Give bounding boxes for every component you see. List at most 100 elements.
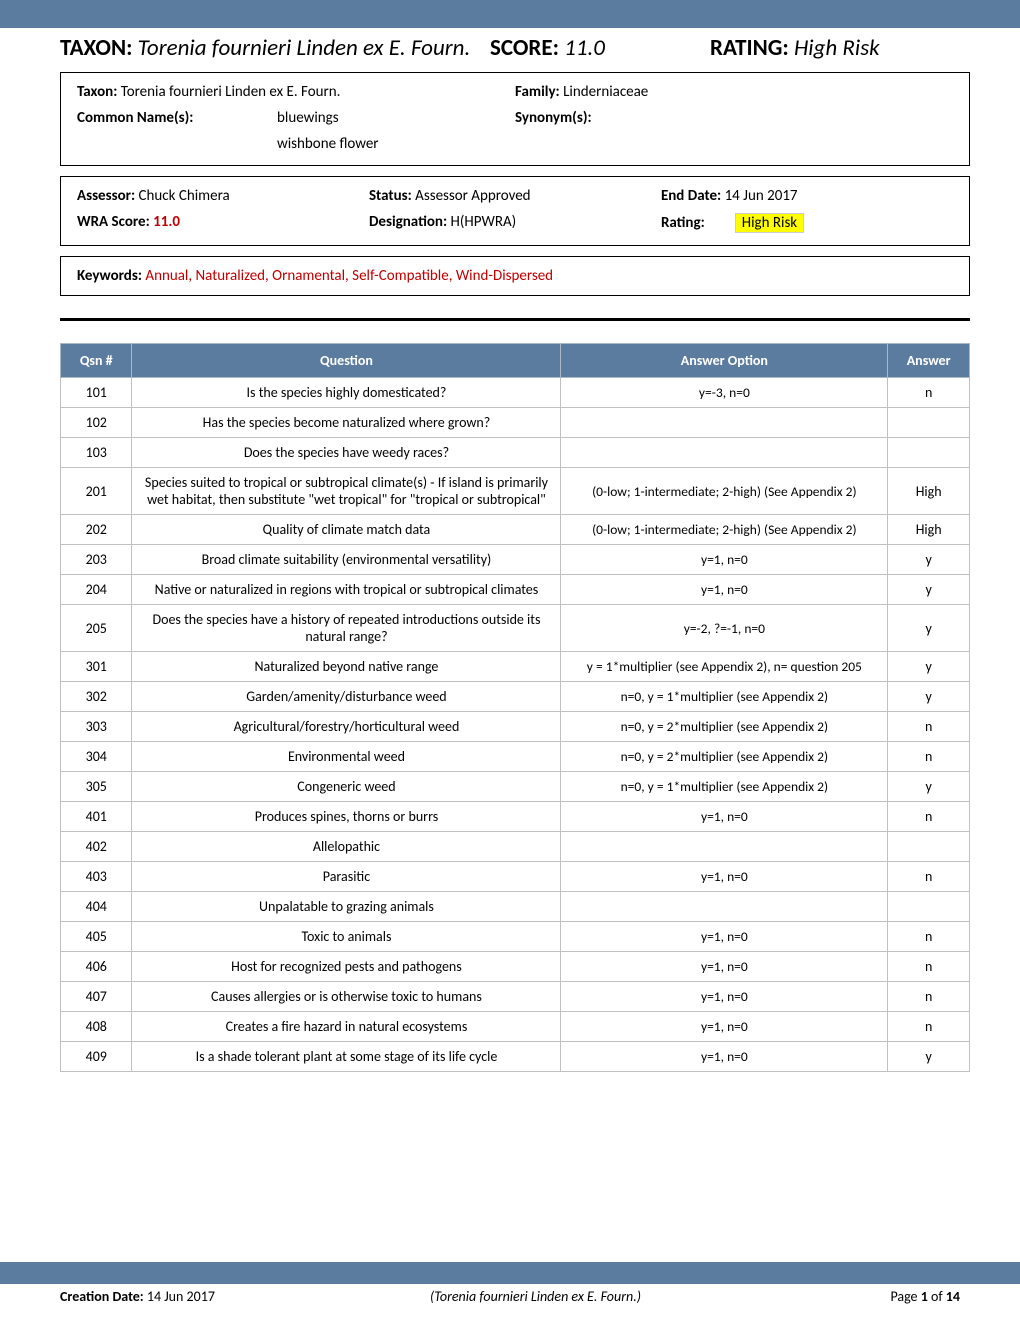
status-field: Status: Assessor Approved [369, 187, 661, 205]
cell-qsn: 102 [61, 408, 132, 438]
creation-label: Creation Date: [60, 1288, 144, 1305]
rating-value: High Risk [794, 34, 880, 62]
cell-option: y=-2, ?=-1, n=0 [561, 605, 888, 652]
keywords-box: Keywords: Annual, Naturalized, Ornamenta… [60, 256, 970, 296]
cell-question: Agricultural/forestry/horticultural weed [132, 712, 561, 742]
table-row: 202Quality of climate match data(0-low; … [61, 515, 970, 545]
header-rating: RATING: High Risk [710, 34, 970, 62]
cell-answer: y [888, 1042, 970, 1072]
table-row: 201Species suited to tropical or subtrop… [61, 468, 970, 515]
common-names-field: Common Name(s): bluewings wishbone flowe… [77, 109, 515, 153]
taxon-field-value: Torenia fournieri Linden ex E. Fourn. [121, 83, 341, 101]
header-score: SCORE: 11.0 [490, 34, 710, 62]
cell-option: n=0, y = 1*multiplier (see Appendix 2) [561, 772, 888, 802]
common-name-item: bluewings [277, 109, 379, 127]
footer-creation: Creation Date: 14 Jun 2017 [60, 1288, 430, 1305]
cell-answer: n [888, 378, 970, 408]
table-row: 302Garden/amenity/disturbance weedn=0, y… [61, 682, 970, 712]
cell-option: y=-3, n=0 [561, 378, 888, 408]
cell-question: Is the species highly domesticated? [132, 378, 561, 408]
box-rating-value: High Risk [735, 213, 804, 233]
table-row: 101Is the species highly domesticated?y=… [61, 378, 970, 408]
assessor-info-box: Assessor: Chuck Chimera Status: Assessor… [60, 176, 970, 246]
cell-answer: High [888, 468, 970, 515]
designation-field: Designation: H(HPWRA) [369, 213, 661, 233]
taxon-info-box: Taxon: Torenia fournieri Linden ex E. Fo… [60, 72, 970, 166]
questions-table: Qsn # Question Answer Option Answer 101I… [60, 343, 970, 1072]
cell-question: Host for recognized pests and pathogens [132, 952, 561, 982]
cell-question: Parasitic [132, 862, 561, 892]
table-row: 402Allelopathic [61, 832, 970, 862]
table-row: 102Has the species become naturalized wh… [61, 408, 970, 438]
page-of: of [931, 1288, 943, 1305]
table-row: 403Parasiticy=1, n=0n [61, 862, 970, 892]
cell-question: Naturalized beyond native range [132, 652, 561, 682]
cell-qsn: 406 [61, 952, 132, 982]
common-name-item: wishbone flower [277, 135, 379, 153]
score-label: SCORE: [490, 34, 559, 62]
cell-option [561, 438, 888, 468]
rating-field: Rating: High Risk [661, 213, 953, 233]
footer-color-bar [0, 1262, 1020, 1284]
cell-qsn: 305 [61, 772, 132, 802]
cell-option: y=1, n=0 [561, 862, 888, 892]
rating-label: RATING: [710, 34, 789, 62]
common-names-list: bluewings wishbone flower [277, 109, 379, 153]
cell-question: Native or naturalized in regions with tr… [132, 575, 561, 605]
table-row: 205Does the species have a history of re… [61, 605, 970, 652]
cell-question: Allelopathic [132, 832, 561, 862]
page-total: 14 [946, 1288, 960, 1305]
table-row: 303Agricultural/forestry/horticultural w… [61, 712, 970, 742]
enddate-field: End Date: 14 Jun 2017 [661, 187, 953, 205]
header-taxon: TAXON: Torenia fournieri Linden ex E. Fo… [60, 34, 490, 62]
cell-question: Unpalatable to grazing animals [132, 892, 561, 922]
cell-qsn: 301 [61, 652, 132, 682]
cell-question: Toxic to animals [132, 922, 561, 952]
table-row: 301Naturalized beyond native rangey = 1*… [61, 652, 970, 682]
enddate-label: End Date: [661, 187, 721, 205]
table-row: 405Toxic to animalsy=1, n=0n [61, 922, 970, 952]
cell-option: y=1, n=0 [561, 545, 888, 575]
cell-qsn: 201 [61, 468, 132, 515]
cell-option: y=1, n=0 [561, 1042, 888, 1072]
cell-answer: y [888, 682, 970, 712]
table-row: 305Congeneric weedn=0, y = 1*multiplier … [61, 772, 970, 802]
col-header-question: Question [132, 344, 561, 378]
cell-option: n=0, y = 2*multiplier (see Appendix 2) [561, 742, 888, 772]
taxon-field-label: Taxon: [77, 83, 117, 101]
col-header-answer: Answer [888, 344, 970, 378]
box-rating-label: Rating: [661, 214, 705, 232]
table-row: 103Does the species have weedy races? [61, 438, 970, 468]
family-field: Family: Linderniaceae [515, 83, 953, 101]
table-row: 203Broad climate suitability (environmen… [61, 545, 970, 575]
table-row: 407Causes allergies or is otherwise toxi… [61, 982, 970, 1012]
taxon-value: Torenia fournieri Linden ex E. Fourn. [138, 34, 471, 62]
table-row: 404Unpalatable to grazing animals [61, 892, 970, 922]
cell-answer [888, 892, 970, 922]
cell-option: n=0, y = 2*multiplier (see Appendix 2) [561, 712, 888, 742]
footer-text-row: Creation Date: 14 Jun 2017 (Torenia four… [0, 1288, 1020, 1305]
cell-answer [888, 832, 970, 862]
wra-field: WRA Score: 11.0 [77, 213, 369, 233]
cell-qsn: 304 [61, 742, 132, 772]
top-color-bar [0, 0, 1020, 28]
table-row: 406Host for recognized pests and pathoge… [61, 952, 970, 982]
table-row: 408Creates a fire hazard in natural ecos… [61, 1012, 970, 1042]
cell-question: Broad climate suitability (environmental… [132, 545, 561, 575]
wra-value: 11.0 [153, 213, 180, 231]
score-value: 11.0 [564, 34, 605, 62]
page-current: 1 [921, 1288, 928, 1305]
cell-question: Species suited to tropical or subtropica… [132, 468, 561, 515]
designation-label: Designation: [369, 213, 447, 231]
cell-answer [888, 408, 970, 438]
taxon-field: Taxon: Torenia fournieri Linden ex E. Fo… [77, 83, 515, 101]
cell-answer: n [888, 952, 970, 982]
cell-answer: n [888, 982, 970, 1012]
cell-qsn: 402 [61, 832, 132, 862]
designation-value: H(HPWRA) [451, 213, 517, 231]
taxon-label: TAXON: [60, 34, 132, 62]
cell-qsn: 403 [61, 862, 132, 892]
assessor-value: Chuck Chimera [139, 187, 230, 205]
status-label: Status: [369, 187, 412, 205]
cell-question: Is a shade tolerant plant at some stage … [132, 1042, 561, 1072]
